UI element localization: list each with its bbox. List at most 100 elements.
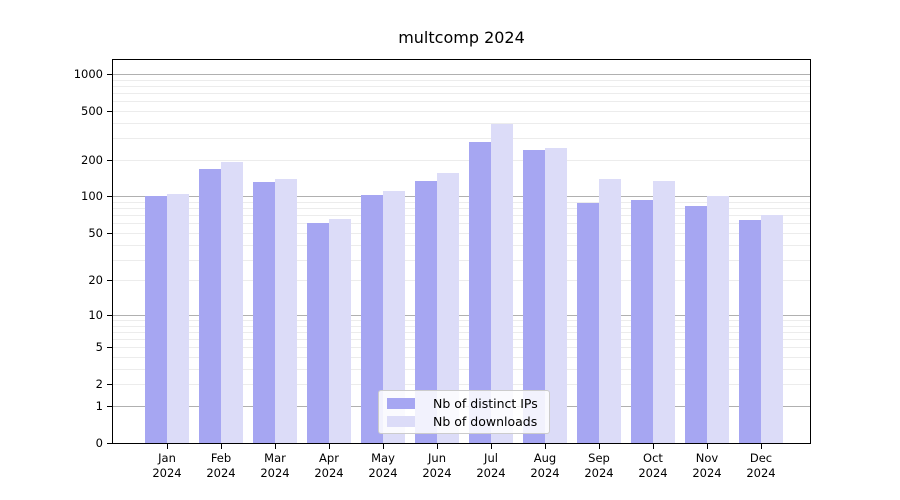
x-tick-label: Dec 2024 (746, 451, 776, 480)
gridline (113, 138, 810, 140)
gridline (113, 347, 810, 349)
gridline (113, 101, 810, 103)
gridline (113, 331, 810, 333)
bar-feb-downloads (221, 162, 243, 443)
y-tick-label: 1 (95, 398, 103, 413)
gridline (113, 215, 810, 217)
bar-apr-downloads (329, 219, 351, 443)
x-axis-tick (599, 444, 600, 449)
bar-may-downloads (383, 191, 405, 443)
x-tick-label: Jul 2024 (476, 451, 506, 480)
gridline (113, 232, 810, 234)
gridline (113, 223, 810, 225)
bar-sep-downloads (599, 178, 621, 443)
bar-nov-downloads (707, 196, 729, 443)
legend-swatch-ips-icon (387, 397, 415, 409)
x-tick-label: Jun 2024 (422, 451, 452, 480)
x-axis-tick (491, 444, 492, 449)
bar-jul-ips (469, 142, 491, 443)
bar-dec-downloads (761, 215, 783, 443)
gridline (113, 384, 810, 386)
y-tick-label: 0 (95, 436, 103, 450)
y-axis-tick (107, 196, 112, 198)
gridline (113, 122, 810, 124)
x-tick-label: Apr 2024 (314, 451, 344, 480)
bar-jun-ips (415, 181, 437, 443)
x-axis-tick (329, 444, 330, 449)
legend: Nb of distinct IPs Nb of downloads (378, 390, 550, 434)
gridline (113, 202, 810, 204)
bar-jan-ips (145, 196, 167, 443)
gridline (113, 85, 810, 87)
x-axis-tick (221, 444, 222, 449)
x-tick-label: Aug 2024 (530, 451, 560, 480)
gridline (113, 196, 810, 198)
y-axis-tick (107, 405, 112, 407)
x-axis-tick (167, 444, 168, 449)
bar-feb-ips (199, 168, 221, 443)
gridline (113, 110, 810, 112)
chart-title: multcomp 2024 (398, 28, 525, 47)
legend-item-downloads: Nb of downloads (387, 412, 541, 430)
y-axis-tick (107, 73, 112, 75)
x-tick-label: Oct 2024 (638, 451, 668, 480)
y-tick-label: 200 (81, 152, 103, 167)
bar-oct-downloads (653, 180, 675, 443)
x-tick-label: Sep 2024 (584, 451, 614, 480)
y-axis-tick (107, 159, 112, 161)
gridline (113, 159, 810, 161)
y-tick-label: 500 (81, 103, 103, 118)
gridline (113, 339, 810, 341)
gridline (113, 259, 810, 261)
y-tick-label: 100 (81, 189, 103, 204)
y-tick-label: 2 (95, 377, 103, 392)
x-axis-tick (275, 444, 276, 449)
legend-swatch-downloads-icon (387, 415, 415, 427)
bar-may-ips (361, 195, 383, 443)
legend-label-ips: Nb of distinct IPs (433, 395, 538, 411)
legend-label-downloads: Nb of downloads (433, 413, 538, 429)
bar-aug-downloads (545, 147, 567, 443)
bar-nov-ips (685, 205, 707, 443)
gridline (113, 368, 810, 370)
gridline (113, 280, 810, 282)
x-tick-label: Jan 2024 (152, 451, 182, 480)
y-tick-label: 5 (95, 340, 103, 355)
x-axis-tick (707, 444, 708, 449)
x-axis-tick (761, 444, 762, 449)
bar-jan-downloads (167, 194, 189, 443)
y-axis-tick (107, 443, 112, 444)
y-axis-tick (107, 384, 112, 386)
bar-apr-ips (307, 223, 329, 443)
x-tick-label: May 2024 (368, 451, 398, 480)
x-axis-tick (383, 444, 384, 449)
y-tick-label: 20 (88, 273, 103, 288)
y-tick-label: 10 (88, 307, 103, 322)
gridline (113, 357, 810, 359)
gridline (113, 79, 810, 81)
x-axis-tick (653, 444, 654, 449)
bar-dec-ips (739, 220, 761, 443)
legend-item-ips: Nb of distinct IPs (387, 394, 541, 412)
bar-jun-downloads (437, 173, 459, 443)
y-axis-tick (107, 314, 112, 316)
bar-aug-ips (523, 150, 545, 443)
gridline (113, 73, 810, 75)
y-axis-tick (107, 110, 112, 112)
gridline (113, 92, 810, 94)
x-axis-tick (545, 444, 546, 449)
bar-oct-ips (631, 200, 653, 443)
x-axis-tick (437, 444, 438, 449)
x-tick-label: Nov 2024 (692, 451, 722, 480)
gridline (113, 314, 810, 316)
bar-mar-downloads (275, 179, 297, 443)
bar-sep-ips (577, 203, 599, 443)
bar-mar-ips (253, 182, 275, 443)
gridline (113, 208, 810, 210)
y-axis-tick (107, 232, 112, 234)
gridline (113, 325, 810, 327)
gridline (113, 244, 810, 246)
bar-jul-downloads (491, 123, 513, 443)
y-tick-label: 50 (88, 225, 103, 240)
